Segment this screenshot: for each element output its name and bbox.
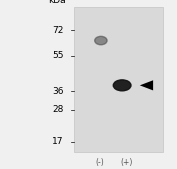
Bar (74, 7, 163, 152)
Text: 72: 72 (52, 26, 64, 35)
Text: 28: 28 (52, 105, 64, 114)
Ellipse shape (113, 80, 131, 91)
Text: 36: 36 (52, 87, 64, 96)
Text: 55: 55 (52, 51, 64, 60)
Text: (+): (+) (120, 158, 133, 167)
Text: (-): (-) (96, 158, 104, 167)
Text: kDa: kDa (48, 0, 65, 5)
Polygon shape (140, 80, 153, 90)
Text: 17: 17 (52, 137, 64, 147)
Ellipse shape (95, 36, 107, 45)
